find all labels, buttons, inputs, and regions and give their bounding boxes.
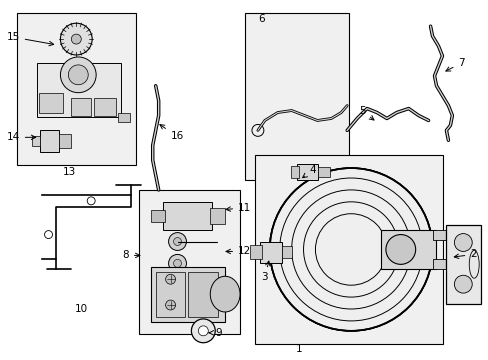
Circle shape (68, 65, 88, 85)
Text: 9: 9 (209, 328, 222, 338)
Bar (210, 208, 224, 224)
Bar (446, 225, 480, 304)
Text: 1: 1 (296, 344, 302, 354)
Circle shape (385, 235, 415, 264)
Text: 5: 5 (358, 105, 373, 120)
Ellipse shape (210, 276, 240, 312)
Bar (71, 98, 91, 116)
Bar (296, 164, 318, 180)
Circle shape (173, 238, 181, 246)
Bar (94, 98, 116, 116)
Text: 8: 8 (122, 251, 140, 260)
Bar (163, 202, 212, 230)
Bar (281, 247, 291, 258)
Circle shape (453, 234, 471, 251)
Bar (40, 130, 60, 152)
Bar (380, 230, 435, 269)
Bar (244, 13, 348, 180)
Circle shape (168, 233, 186, 251)
Bar (290, 166, 298, 178)
Text: 3: 3 (261, 261, 269, 282)
Text: 15: 15 (6, 32, 54, 46)
Circle shape (61, 23, 92, 55)
Circle shape (61, 57, 96, 93)
Bar (150, 267, 224, 322)
Text: 2: 2 (453, 249, 476, 260)
Circle shape (198, 326, 208, 336)
Circle shape (87, 197, 95, 205)
Circle shape (191, 319, 215, 343)
Text: 11: 11 (225, 203, 251, 213)
Bar (254, 155, 443, 344)
Circle shape (168, 255, 186, 272)
Circle shape (71, 34, 81, 44)
Bar (60, 134, 71, 148)
Circle shape (44, 231, 52, 239)
Bar (249, 246, 262, 260)
Bar (432, 230, 449, 239)
Bar (188, 272, 218, 317)
Bar (259, 242, 281, 264)
Circle shape (165, 274, 175, 284)
Text: 4: 4 (302, 165, 315, 178)
Text: 14: 14 (6, 132, 36, 142)
Bar (139, 190, 240, 334)
Text: 6: 6 (258, 14, 264, 24)
Bar (155, 272, 185, 317)
Text: 16: 16 (160, 125, 183, 141)
Bar (118, 113, 130, 122)
Bar (432, 260, 449, 269)
Circle shape (269, 168, 432, 331)
Text: 10: 10 (75, 304, 88, 314)
Bar (37, 63, 121, 117)
Bar (150, 210, 164, 222)
Text: 13: 13 (62, 167, 76, 177)
Text: 7: 7 (445, 58, 464, 71)
Circle shape (173, 260, 181, 267)
Circle shape (453, 275, 471, 293)
Circle shape (165, 300, 175, 310)
Text: 12: 12 (225, 247, 251, 256)
Bar (17, 13, 136, 165)
Bar (39, 93, 63, 113)
Bar (318, 167, 330, 177)
Bar (32, 136, 40, 146)
